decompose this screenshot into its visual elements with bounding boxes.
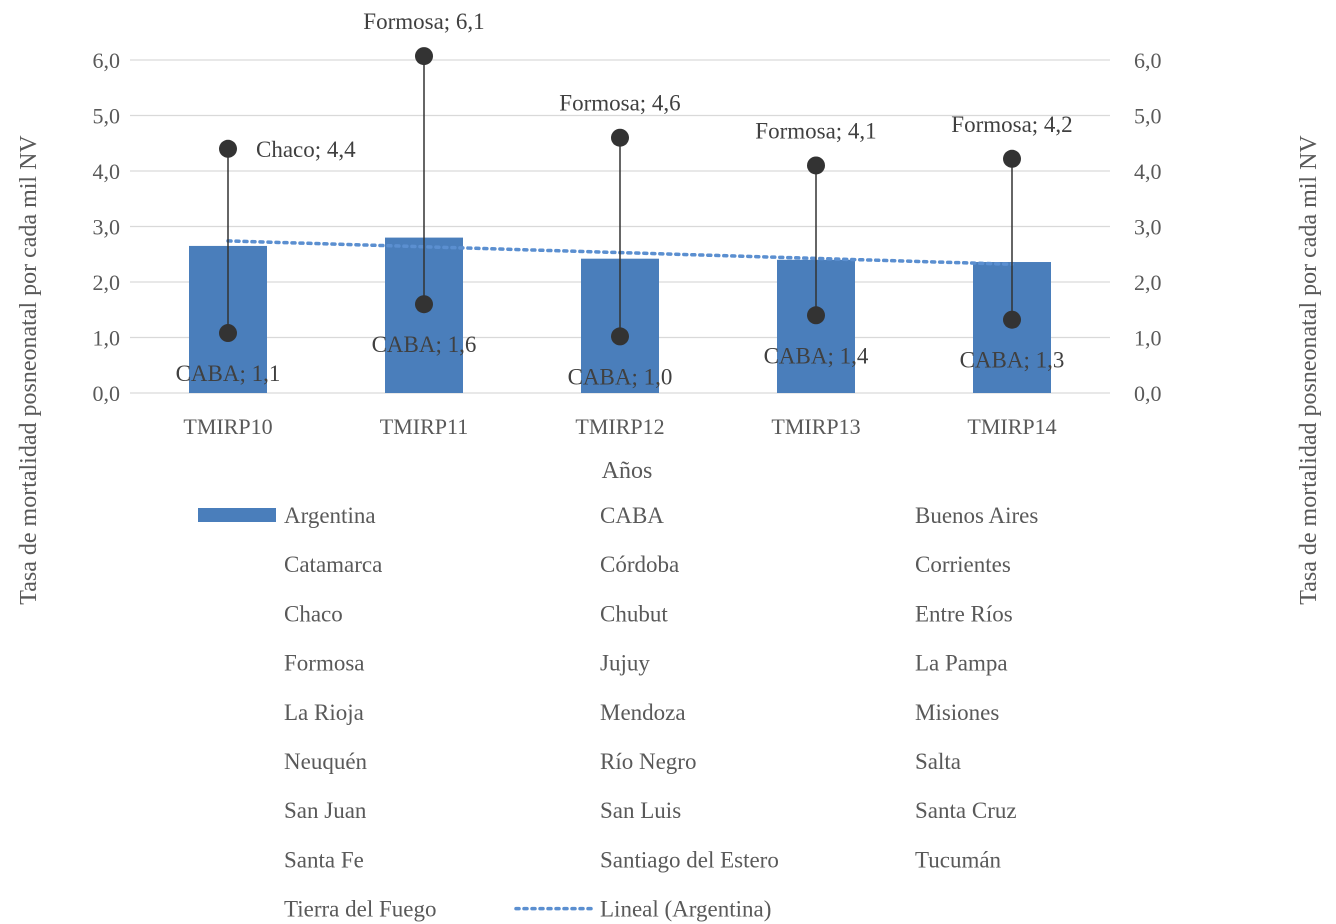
min-marker [415, 295, 433, 314]
legend-entry: Jujuy [600, 651, 650, 676]
max-marker [219, 139, 237, 158]
y-tick-label: 5,0 [93, 104, 121, 129]
min-data-label: CABA; 1,1 [176, 361, 281, 386]
max-marker [611, 128, 629, 147]
max-data-label: Formosa; 4,2 [951, 112, 1072, 137]
min-marker [611, 327, 629, 346]
max-marker [807, 156, 825, 175]
legend-entry: Salta [915, 749, 961, 774]
y2-tick-label: 4,0 [1134, 159, 1162, 184]
x-tick-label: TMIRP14 [967, 414, 1056, 439]
y-tick-label: 6,0 [93, 48, 121, 73]
legend-entry: CABA [600, 503, 664, 528]
x-axis-title: Años [602, 458, 653, 484]
tick-layer: 0,0 0,0 1,0 1,0 2,0 2,0 3,0 3,0 4,0 4,0 5,0 5,0 6,0 6… [93, 48, 1162, 439]
x-tick-label: TMIRP12 [575, 414, 664, 439]
legend-entry: Lineal (Argentina) [600, 897, 771, 922]
min-data-label: CABA; 1,6 [372, 332, 477, 357]
y-axis-title: Tasa de mortalidad posneonatal por cada … [16, 135, 42, 605]
min-marker [1003, 310, 1021, 329]
min-marker [807, 306, 825, 325]
y2-axis-title: Tasa de mortalidad posneonatal por cada … [1296, 135, 1322, 605]
legend-entry: Mendoza [600, 700, 686, 725]
legend-entry: Neuquén [284, 749, 368, 774]
legend-swatch-argentina [198, 508, 276, 522]
legend-entry: Corrientes [915, 552, 1011, 577]
y2-tick-label: 6,0 [1134, 48, 1162, 73]
y-tick-label: 2,0 [93, 270, 121, 295]
y-tick-label: 0,0 [93, 381, 121, 406]
legend-entry: Argentina [284, 503, 376, 528]
max-marker [1003, 149, 1021, 168]
y2-tick-label: 0,0 [1134, 381, 1162, 406]
y-tick-label: 1,0 [93, 326, 121, 351]
legend-entry: La Rioja [284, 700, 364, 725]
legend-entry: Río Negro [600, 749, 696, 774]
x-tick-label: TMIRP13 [771, 414, 860, 439]
legend-entry: Entre Ríos [915, 601, 1013, 626]
label-layer: Chaco; 4,4 Formosa; 6,1 Formosa; 4,6 Formos… [176, 9, 1073, 389]
legend-entry: Buenos Aires [915, 503, 1038, 528]
legend-entry: Catamarca [284, 552, 382, 577]
legend-entry: Tucumán [915, 847, 1002, 872]
legend-entry: Formosa [284, 651, 365, 676]
legend-entry: Santiago del Estero [600, 847, 779, 872]
legend-entry: Tierra del Fuego [284, 897, 436, 922]
max-data-label: Formosa; 4,1 [755, 118, 876, 143]
legend-entry: San Juan [284, 798, 367, 823]
y2-tick-label: 3,0 [1134, 215, 1162, 240]
y-tick-label: 3,0 [93, 215, 121, 240]
legend-entry: Misiones [915, 700, 999, 725]
min-data-label: CABA; 1,4 [764, 343, 869, 368]
y2-tick-label: 5,0 [1134, 104, 1162, 129]
legend-entry: Córdoba [600, 552, 679, 577]
legend-entry: Santa Fe [284, 847, 364, 872]
legend-entry: Chaco [284, 601, 343, 626]
stem-layer [219, 47, 1021, 346]
legend-entry: San Luis [600, 798, 681, 823]
legend-entry: La Pampa [915, 651, 1008, 676]
legend-entry: Chubut [600, 601, 668, 626]
min-data-label: CABA; 1,0 [568, 364, 673, 389]
max-marker [415, 47, 433, 66]
legend: Argentina CABA Buenos Aires Catamarca Córdob… [198, 503, 1038, 922]
x-tick-label: TMIRP10 [183, 414, 272, 439]
x-tick-label: TMIRP11 [380, 414, 468, 439]
max-data-label: Formosa; 6,1 [363, 9, 484, 34]
y2-tick-label: 2,0 [1134, 270, 1162, 295]
y2-tick-label: 1,0 [1134, 326, 1162, 351]
min-data-label: CABA; 1,3 [960, 348, 1065, 373]
legend-entry: Santa Cruz [915, 798, 1017, 823]
max-data-label: Chaco; 4,4 [256, 137, 356, 162]
min-marker [219, 324, 237, 343]
y-tick-label: 4,0 [93, 159, 121, 184]
max-data-label: Formosa; 4,6 [559, 91, 680, 116]
